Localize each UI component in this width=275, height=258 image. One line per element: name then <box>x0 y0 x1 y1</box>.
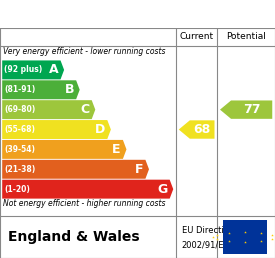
Polygon shape <box>179 120 214 139</box>
Text: 2002/91/EC: 2002/91/EC <box>182 240 230 249</box>
Polygon shape <box>2 60 64 79</box>
Text: (1-20): (1-20) <box>4 185 30 194</box>
Text: A: A <box>49 63 58 76</box>
Polygon shape <box>2 160 149 179</box>
Text: (69-80): (69-80) <box>4 105 35 114</box>
Polygon shape <box>2 120 111 139</box>
Text: (55-68): (55-68) <box>4 125 35 134</box>
Text: E: E <box>112 143 121 156</box>
Text: G: G <box>157 183 167 196</box>
Text: Energy Efficiency Rating: Energy Efficiency Rating <box>8 6 210 21</box>
Polygon shape <box>220 100 272 119</box>
Text: Current: Current <box>180 33 214 42</box>
Text: C: C <box>80 103 90 116</box>
Text: 68: 68 <box>194 123 211 136</box>
Text: (92 plus): (92 plus) <box>4 65 42 74</box>
Text: 77: 77 <box>243 103 260 116</box>
Text: D: D <box>95 123 105 136</box>
Text: (21-38): (21-38) <box>4 165 35 174</box>
FancyBboxPatch shape <box>223 220 267 254</box>
Polygon shape <box>2 140 126 159</box>
Text: England & Wales: England & Wales <box>8 230 140 244</box>
Text: B: B <box>64 83 74 96</box>
Text: Potential: Potential <box>226 33 266 42</box>
Text: (39-54): (39-54) <box>4 145 35 154</box>
Polygon shape <box>2 180 173 199</box>
Text: (81-91): (81-91) <box>4 85 35 94</box>
Text: Not energy efficient - higher running costs: Not energy efficient - higher running co… <box>3 199 166 208</box>
Polygon shape <box>2 100 95 119</box>
Polygon shape <box>2 80 80 99</box>
Text: EU Directive: EU Directive <box>182 226 233 235</box>
Text: F: F <box>135 163 143 176</box>
Text: Very energy efficient - lower running costs: Very energy efficient - lower running co… <box>3 47 166 56</box>
